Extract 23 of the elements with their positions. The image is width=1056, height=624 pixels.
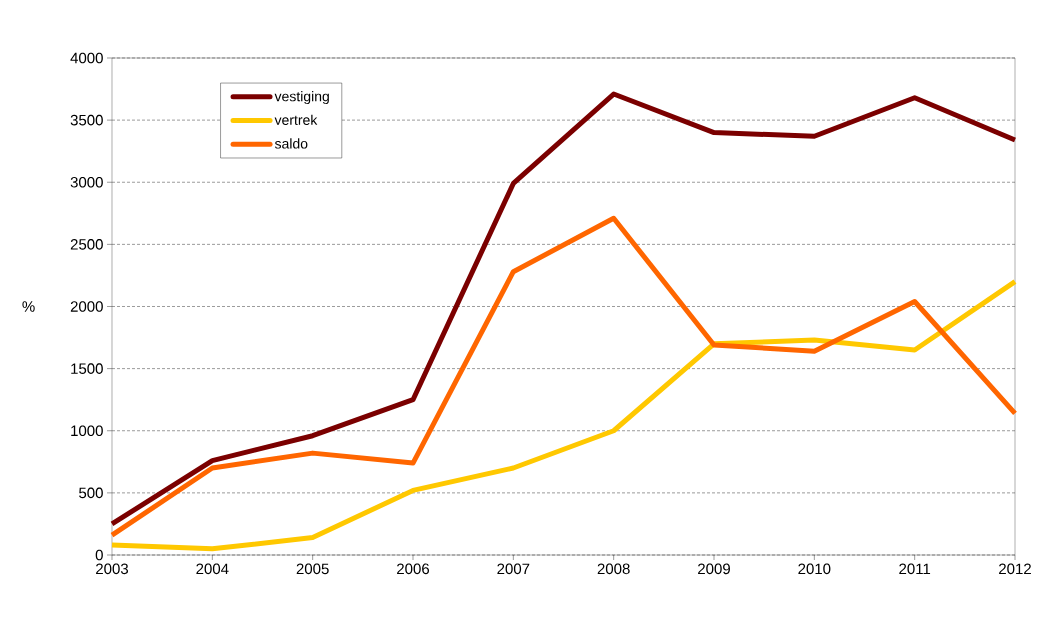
legend-label: vestiging bbox=[274, 91, 329, 105]
x-tick-label: 2010 bbox=[798, 563, 831, 575]
y-axis-title: % bbox=[22, 301, 35, 312]
x-tick-label: 2008 bbox=[597, 563, 630, 575]
y-tick-label: 4000 bbox=[70, 52, 103, 64]
x-tick-label: 2009 bbox=[698, 563, 730, 575]
x-tick-label: 2004 bbox=[196, 563, 229, 575]
x-tick-label: 2006 bbox=[397, 563, 430, 575]
legend-label: saldo bbox=[274, 138, 308, 149]
legend-label: vertrek bbox=[274, 114, 318, 125]
x-tick-label: 2003 bbox=[96, 563, 129, 575]
y-tick-label: 0 bbox=[95, 549, 103, 561]
y-tick-label: 500 bbox=[79, 487, 103, 499]
y-tick-label: 2500 bbox=[70, 239, 103, 250]
y-tick-label: 1500 bbox=[71, 363, 103, 374]
x-tick-label: 2012 bbox=[999, 563, 1031, 575]
x-tick-label: 2011 bbox=[899, 563, 931, 575]
y-tick-label: 3000 bbox=[70, 176, 103, 188]
x-tick-label: 2007 bbox=[497, 563, 530, 575]
x-tick-label: 2005 bbox=[296, 563, 329, 575]
y-tick-label: 3500 bbox=[70, 114, 103, 126]
y-tick-label: 1000 bbox=[71, 425, 103, 437]
y-tick-label: 2000 bbox=[70, 301, 103, 312]
